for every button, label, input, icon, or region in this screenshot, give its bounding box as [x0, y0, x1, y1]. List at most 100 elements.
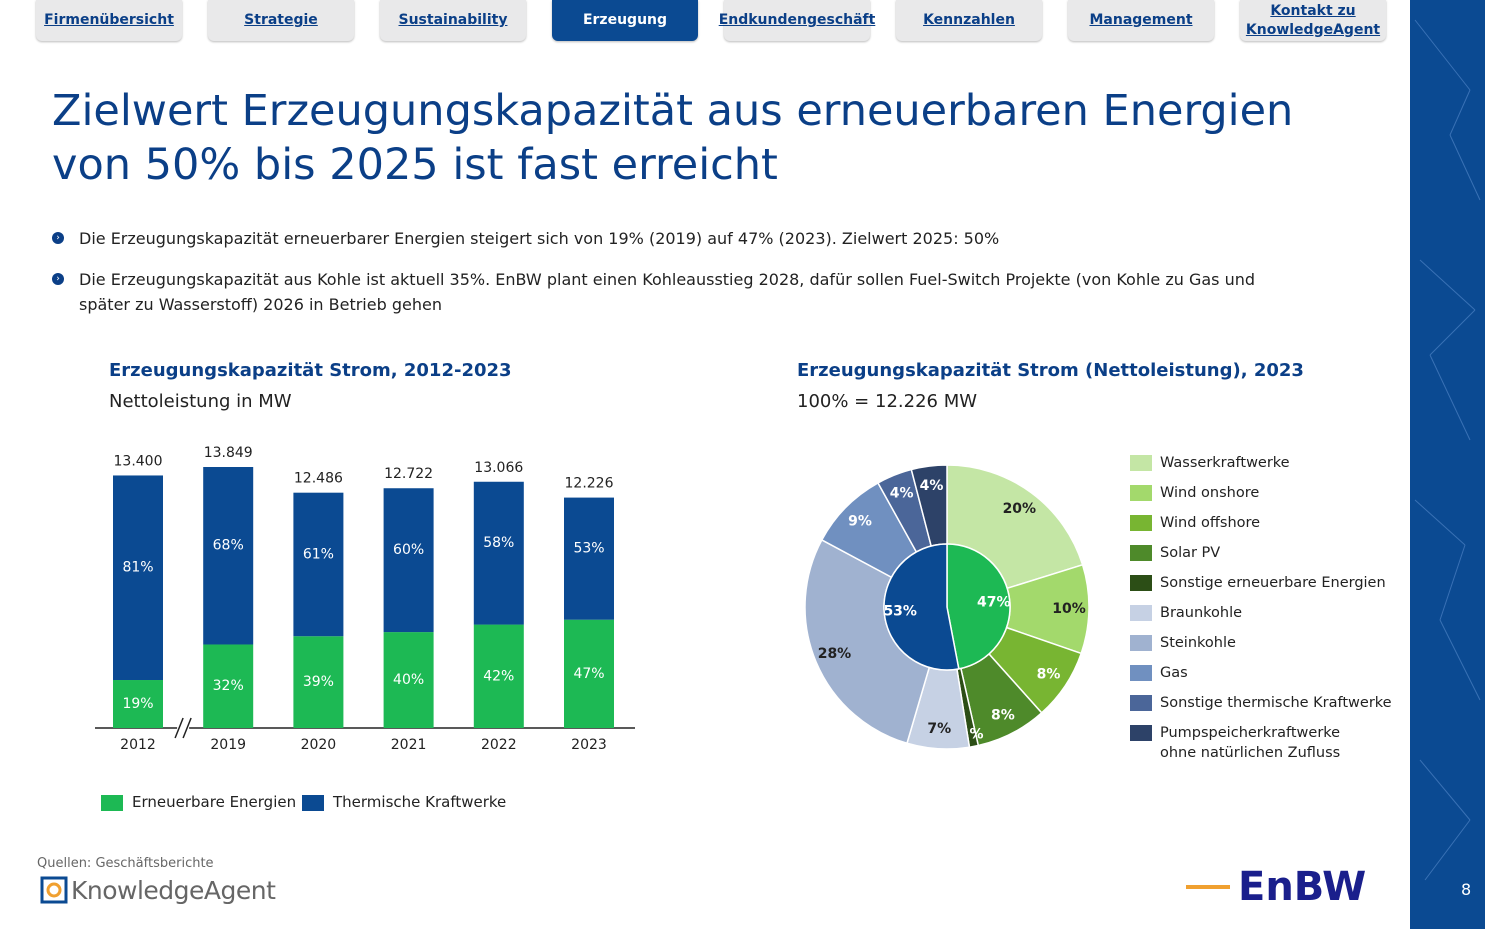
- bar-chart: 19% 81% 13.400 2012 32% 68% 13.849 2019 39% 61% 12…: [95, 445, 635, 753]
- bar-label: 58%: [483, 535, 514, 551]
- legend-label: Wind offshore: [1160, 515, 1261, 531]
- legend-label: Sonstige thermische Kraftwerke: [1160, 695, 1392, 711]
- nav-tab[interactable]: Kennzahlen: [896, 0, 1042, 41]
- legend-label: Erneuerbare Energien: [132, 793, 297, 811]
- nav-tab[interactable]: Management: [1068, 0, 1214, 41]
- page-number: 8: [1461, 880, 1472, 899]
- bar-segment: [473, 481, 524, 625]
- bullet-icon: ›: [52, 232, 64, 244]
- brand-icon: [40, 876, 68, 904]
- donut-slice: [883, 543, 960, 671]
- legend-swatch: [1130, 515, 1152, 531]
- slice-label: 4%: [920, 478, 944, 494]
- bar-label: 19%: [122, 696, 153, 712]
- slice-label: 4%: [890, 486, 914, 502]
- chart-subtitle: Nettoleistung in MW: [109, 391, 292, 412]
- total-label: 12.486: [294, 471, 343, 487]
- legend-swatch: [1130, 635, 1152, 651]
- x-tick-label: 2012: [120, 737, 156, 753]
- source: Quellen: Geschäftsberichte: [37, 856, 214, 871]
- legend-label: Wind onshore: [1160, 485, 1260, 501]
- nav-tab[interactable]: Erzeugung: [552, 0, 698, 41]
- total-label: 13.066: [474, 460, 523, 476]
- bar-segment: [473, 624, 524, 728]
- legend-label: Sonstige erneuerbare Energien: [1160, 575, 1386, 591]
- bar-segment: [293, 636, 344, 728]
- donut-chart: 20%10%8%8%1%7%28%9%4% 4%47%53%: [804, 464, 1090, 750]
- legend-swatch: [1130, 545, 1152, 561]
- slice-label: 7%: [927, 721, 951, 737]
- slice-label: 9%: [848, 513, 872, 529]
- slice-label: 10%: [1052, 601, 1086, 617]
- bar-label: 32%: [213, 678, 244, 694]
- legend-swatch: [1130, 575, 1152, 591]
- bar-segment: [113, 475, 163, 681]
- total-label: 12.226: [565, 476, 614, 492]
- slice-label: 53%: [883, 603, 917, 619]
- legend-label: Solar PV: [1160, 545, 1221, 561]
- nav-tab[interactable]: Sustainability: [380, 0, 526, 41]
- chart-subtitle: 100% = 12.226 MW: [797, 391, 978, 412]
- bullet: Die Erzeugungskapazität aus Kohle ist ak…: [79, 270, 1256, 314]
- legend-swatch: [1130, 605, 1152, 621]
- bar-label: 60%: [393, 542, 424, 558]
- bar-segment: [293, 492, 344, 637]
- total-label: 13.849: [204, 445, 253, 461]
- legend-swatch: [1130, 455, 1152, 471]
- axis-break-gap: [177, 725, 190, 731]
- bar-segment: [203, 467, 254, 645]
- x-tick-label: 2021: [391, 737, 427, 753]
- legend-label: Gas: [1160, 665, 1188, 681]
- nav-tab[interactable]: Strategie: [208, 0, 354, 41]
- nav-tab[interactable]: Kontakt zu KnowledgeAgent: [1240, 0, 1386, 41]
- donut-slice: [946, 543, 1011, 670]
- bar-label: 81%: [122, 560, 153, 576]
- logo: EnBW: [1238, 864, 1367, 910]
- legend-swatch: [302, 795, 324, 811]
- x-tick-label: 2020: [301, 737, 337, 753]
- axis-break: [174, 717, 184, 739]
- legend-label: Thermische Kraftwerke: [333, 793, 507, 811]
- legend-swatch: [1130, 725, 1152, 741]
- bar-label: 47%: [573, 666, 604, 682]
- legend-swatch: [101, 795, 123, 811]
- bar-segment: [203, 644, 254, 728]
- bullet-icon: ›: [52, 273, 64, 285]
- bar-label: 53%: [573, 541, 604, 557]
- legend-label: Steinkohle: [1160, 635, 1236, 651]
- legend-swatch: [1130, 665, 1152, 681]
- slice-label: 8%: [991, 707, 1015, 723]
- bar-segment: [564, 497, 614, 620]
- x-tick-label: 2019: [210, 737, 246, 753]
- bar-label: 68%: [213, 538, 244, 554]
- slice-label: 47%: [977, 595, 1011, 611]
- brand: KnowledgeAgent: [71, 876, 276, 905]
- slice-label: 8%: [1037, 667, 1061, 683]
- bar-segment: [383, 632, 434, 728]
- total-label: 13.400: [114, 453, 163, 469]
- side-band: [1410, 0, 1485, 929]
- slice-label: 28%: [818, 646, 852, 662]
- total-label: 12.722: [384, 466, 433, 482]
- bar-segment: [564, 619, 614, 728]
- bar-label: 39%: [303, 674, 334, 690]
- bar-label: 61%: [303, 546, 334, 562]
- legend-label: Pumpspeicherkraftwerke ohne natürlichen …: [1160, 725, 1341, 761]
- x-tick-label: 2023: [571, 737, 607, 753]
- chart-title: Erzeugungskapazität Strom (Nettoleistung…: [797, 360, 1304, 381]
- bullet: Die Erzeugungskapazität erneuerbarer Ene…: [79, 229, 1000, 248]
- bar-label: 42%: [483, 668, 514, 684]
- slice-label: 20%: [1003, 501, 1037, 517]
- bar-segment: [383, 488, 434, 633]
- legend-label: Braunkohle: [1160, 605, 1243, 621]
- bar-segment: [113, 680, 163, 728]
- chart-title: Erzeugungskapazität Strom, 2012-2023: [109, 360, 512, 381]
- slide-title: Zielwert Erzeugungskapazität aus erneuer…: [52, 86, 1294, 190]
- bar-label: 40%: [393, 672, 424, 688]
- brand-icon-dot: [46, 882, 62, 898]
- nav-tab[interactable]: Firmenübersicht: [36, 0, 182, 41]
- legend-label: Wasserkraftwerke: [1160, 455, 1290, 471]
- nav-tab[interactable]: Endkundengeschäft: [719, 0, 875, 41]
